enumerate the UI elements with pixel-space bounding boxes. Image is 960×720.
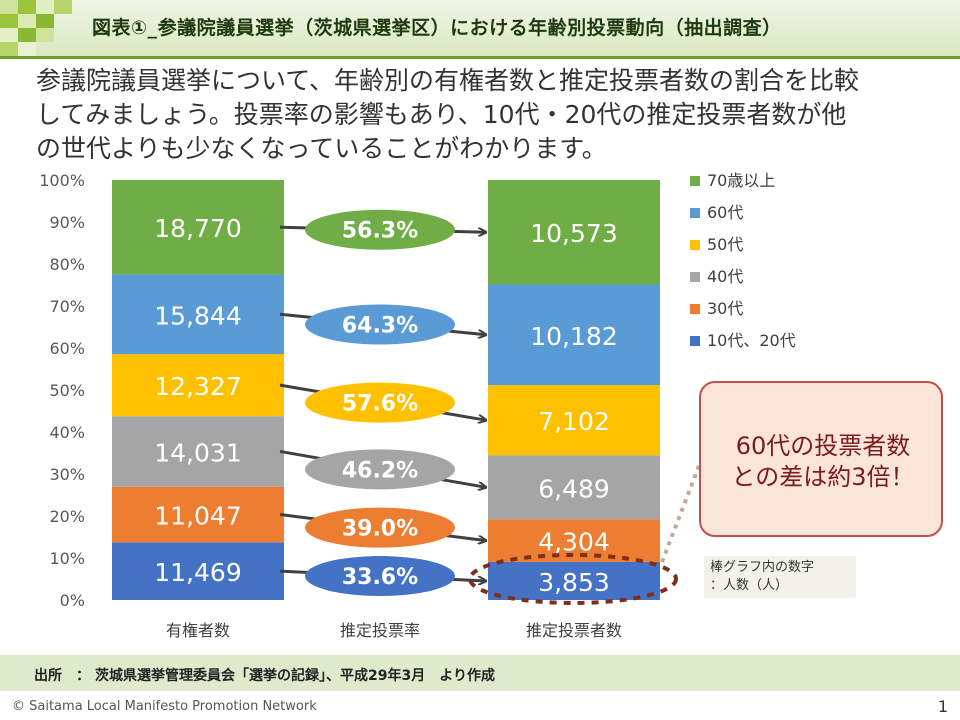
data-label-voters: 6,489 [538,474,610,503]
note-line-2: ：人数（人） [710,578,789,593]
data-label-voters: 10,182 [530,322,617,351]
page-title: 図表①_参議院議員選挙（茨城県選挙区）における年齢別投票動向（抽出調査） [92,17,782,39]
bar-segment-eligible [112,542,284,600]
intro-line-2: してみましょう。投票率の影響もあり、10代・20代の推定投票者数が他 [36,100,847,129]
legend: 70歳以上 60代 50代 40代 30代 10代、20代 [690,171,796,350]
source-colon: ： [76,668,90,684]
legend-label: 50代 [707,235,743,254]
legend-swatch [690,208,700,218]
note-line-1: 棒グラフ内の数字 [710,560,815,575]
intro-line-3: の世代よりも少なくなっていることがわかります。 [36,134,607,163]
y-tick-label: 70% [49,297,85,316]
callout-line-2: との差は約3倍！ [731,463,915,491]
bar-segment-voters [488,180,660,285]
bar-segment-eligible [112,354,284,417]
rate-oval [305,556,455,597]
legend-swatch [690,176,700,186]
legend-swatch [690,336,700,346]
copyright: © Saitama Local Manifesto Promotion Netw… [12,699,317,714]
y-tick-label: 40% [49,423,85,442]
source-bar: 出所 ： 茨城県選挙管理委員会「選挙の記録」、平成29年3月 より作成 [0,655,960,691]
y-tick-label: 20% [49,507,85,526]
highlight-group [468,444,709,605]
data-label-voters: 7,102 [538,407,610,436]
bar-segment-eligible [112,486,284,543]
rate-oval [305,507,455,548]
rate-label: 39.0% [342,517,418,542]
stacked-bar-chart: 0% 10% 20% 30% 40% 50% 60% 70% 80% 90% 100% 11,469… [39,171,796,640]
data-label-eligible: 18,770 [154,214,241,243]
unit-note: 棒グラフ内の数字 ：人数（人） [704,556,856,598]
legend-swatch [690,240,700,250]
highlight-oval [468,552,678,605]
data-label-eligible: 14,031 [154,438,241,467]
x-tick-label: 推定投票率 [340,621,420,640]
rate-label: 57.6% [342,392,418,417]
logo-mosaic [0,0,72,56]
rate-oval [305,209,455,250]
header-bar: 図表①_参議院議員選挙（茨城県選挙区）における年齢別投票動向（抽出調査） [0,0,960,59]
source-label: 出所 [34,668,62,684]
bar-segment-eligible [112,180,284,275]
bar-segment-voters [488,455,660,520]
legend-swatch [690,272,700,282]
y-tick-label: 50% [49,381,85,400]
legend-label: 30代 [707,299,743,318]
bars-group: 11,469 3,853 11,047 4,304 14,031 6,489 12,327 7… [112,180,660,600]
callout-line-1: 60代の投票者数 [735,432,911,460]
legend-swatch [690,304,700,314]
data-label-voters: 4,304 [538,528,610,557]
y-tick-label: 100% [39,171,85,190]
y-tick-label: 60% [49,339,85,358]
data-label-voters: 3,853 [538,568,610,597]
bar-segment-eligible [112,274,284,355]
x-tick-label: 推定投票者数 [526,621,622,640]
y-tick-label: 80% [49,255,85,274]
source-text: 茨城県選挙管理委員会「選挙の記録」、平成29年3月 より作成 [95,668,495,684]
arrows-group: 33.6% 39.0% 46.2% 57.6% 64.3% 56.3% [279,209,486,597]
data-label-eligible: 12,327 [154,372,241,401]
bar-segment-voters [488,385,660,456]
legend-label: 10代、20代 [707,331,796,350]
callout-pointer [660,444,709,563]
y-tick-label: 0% [60,591,85,610]
bar-segment-eligible [112,416,284,487]
rate-label: 56.3% [342,219,418,244]
y-axis: 0% 10% 20% 30% 40% 50% 60% 70% 80% 90% 100% [39,171,85,610]
legend-label: 40代 [707,267,743,286]
bar-segment-voters [488,561,660,600]
intro-text: 参議院議員選挙について、年齢別の有権者数と推定投票者数の割合を比較 してみましょ… [36,64,936,166]
y-tick-label: 90% [49,213,85,232]
legend-label: 70歳以上 [707,171,775,190]
rate-oval [305,449,455,490]
data-label-eligible: 11,047 [154,502,241,531]
x-axis: 有権者数 推定投票率 推定投票者数 [166,621,622,640]
data-label-eligible: 15,844 [154,301,241,330]
callout-box: 60代の投票者数 との差は約3倍！ [699,381,943,537]
rate-oval [305,304,455,345]
rate-label: 46.2% [342,458,418,483]
rate-label: 64.3% [342,314,418,339]
rate-oval [305,382,455,423]
callout-text: 60代の投票者数 との差は約3倍！ [713,431,933,493]
bar-segment-voters [488,519,660,562]
bar-segment-voters [488,284,660,386]
y-tick-label: 10% [49,549,85,568]
x-tick-label: 有権者数 [166,621,230,640]
page-number: 1 [937,697,948,716]
y-tick-label: 30% [49,465,85,484]
data-label-voters: 10,573 [530,219,617,248]
intro-line-1: 参議院議員選挙について、年齢別の有権者数と推定投票者数の割合を比較 [36,66,860,95]
legend-label: 60代 [707,203,743,222]
rate-label: 33.6% [342,565,418,590]
data-label-eligible: 11,469 [154,558,241,587]
